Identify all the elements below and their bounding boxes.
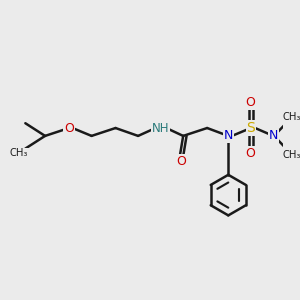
Text: O: O xyxy=(64,122,74,134)
Text: O: O xyxy=(245,96,255,109)
Text: CH₃: CH₃ xyxy=(283,150,300,160)
Text: CH₃: CH₃ xyxy=(10,148,28,158)
Text: N: N xyxy=(224,129,233,142)
Text: S: S xyxy=(247,121,255,135)
Text: O: O xyxy=(245,147,255,160)
Text: N: N xyxy=(269,129,278,142)
Text: O: O xyxy=(177,155,186,168)
Text: NH: NH xyxy=(152,122,170,134)
Text: CH₃: CH₃ xyxy=(283,112,300,122)
